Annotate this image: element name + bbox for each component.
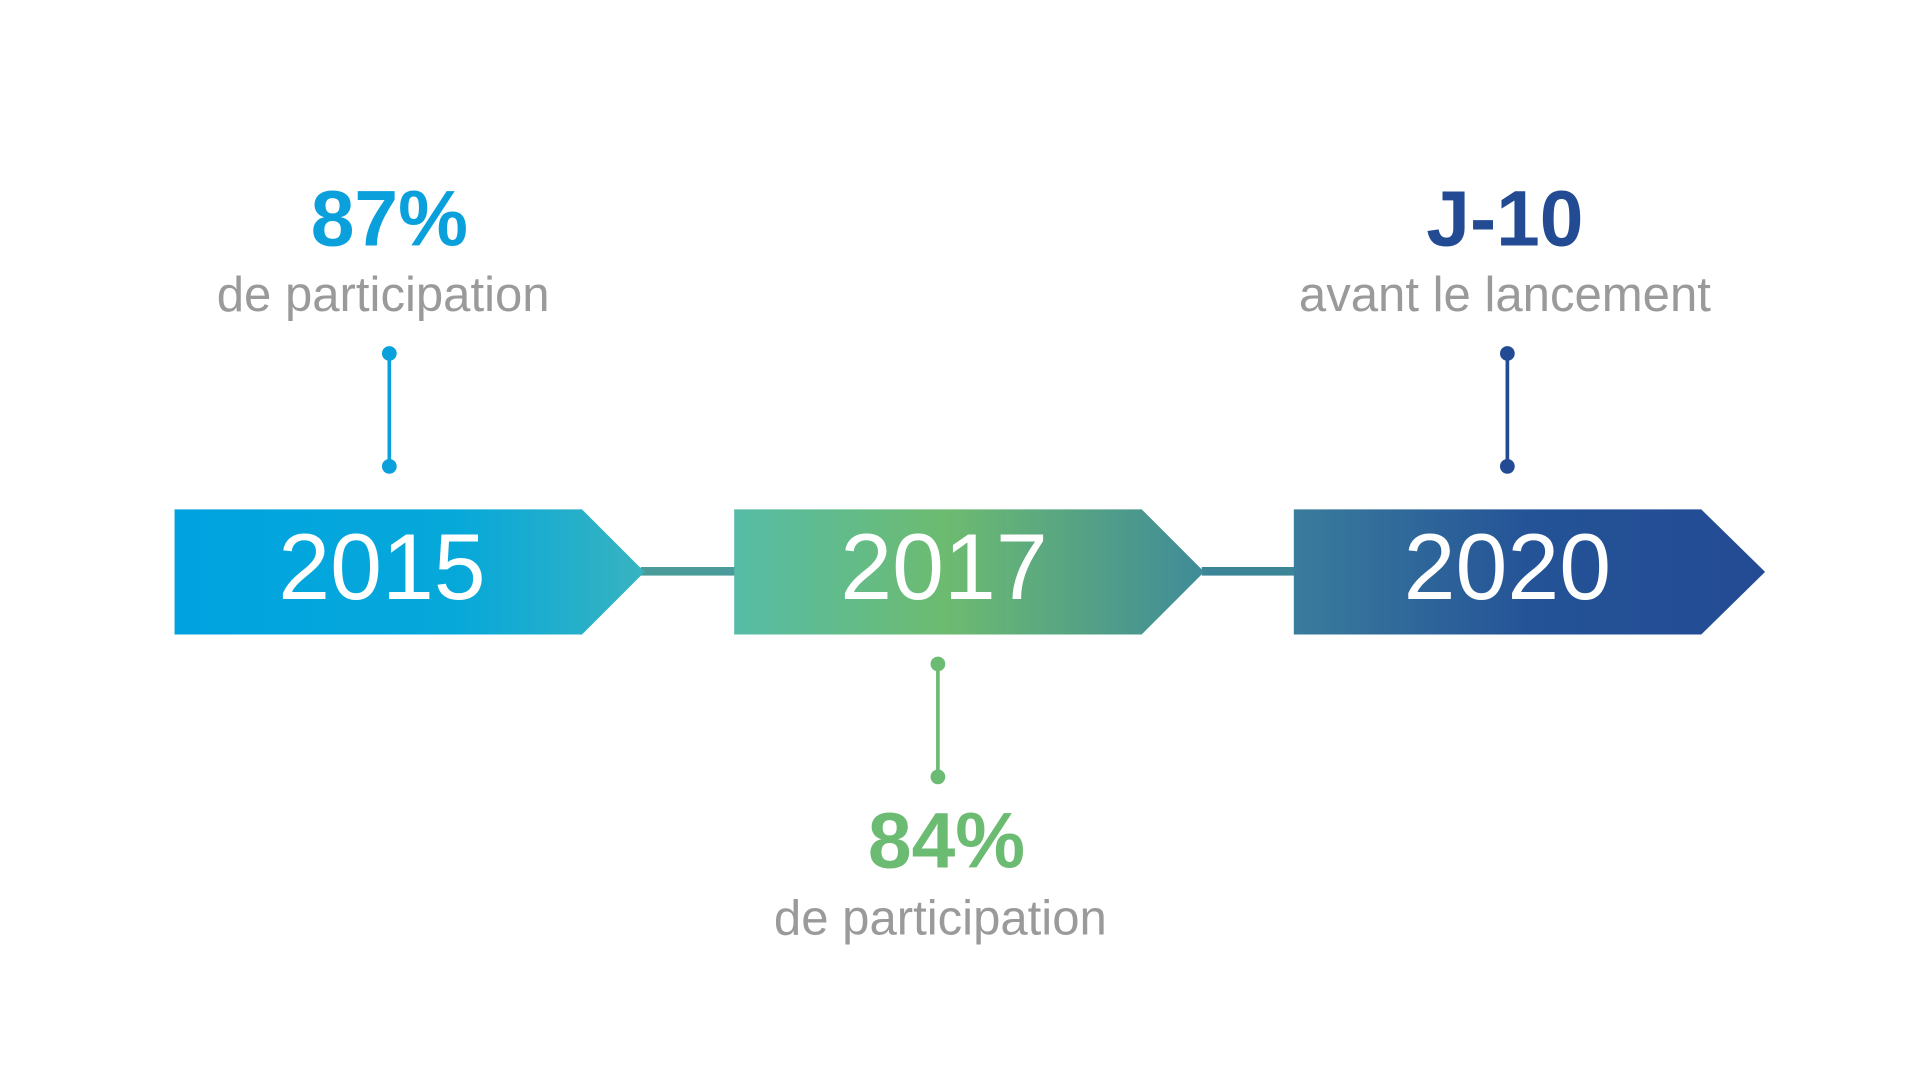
callout: 84% de participation xyxy=(774,656,1107,946)
callout: J-10 avant le lancement xyxy=(1299,174,1711,474)
caption: de participation xyxy=(217,268,550,322)
year: 2020 xyxy=(1404,515,1611,619)
connector xyxy=(640,567,737,576)
stat: J-10 xyxy=(1426,174,1583,262)
year: 2017 xyxy=(840,515,1047,619)
arrow xyxy=(734,509,1205,635)
callout: 87% de participation xyxy=(217,174,550,474)
caption: avant le lancement xyxy=(1299,268,1711,322)
connector xyxy=(1201,567,1297,576)
year: 2015 xyxy=(278,515,485,619)
arrow xyxy=(1293,509,1766,635)
stat: 87% xyxy=(311,174,468,262)
caption: de participation xyxy=(774,892,1107,946)
stat: 84% xyxy=(868,797,1025,885)
arrow xyxy=(174,509,645,635)
